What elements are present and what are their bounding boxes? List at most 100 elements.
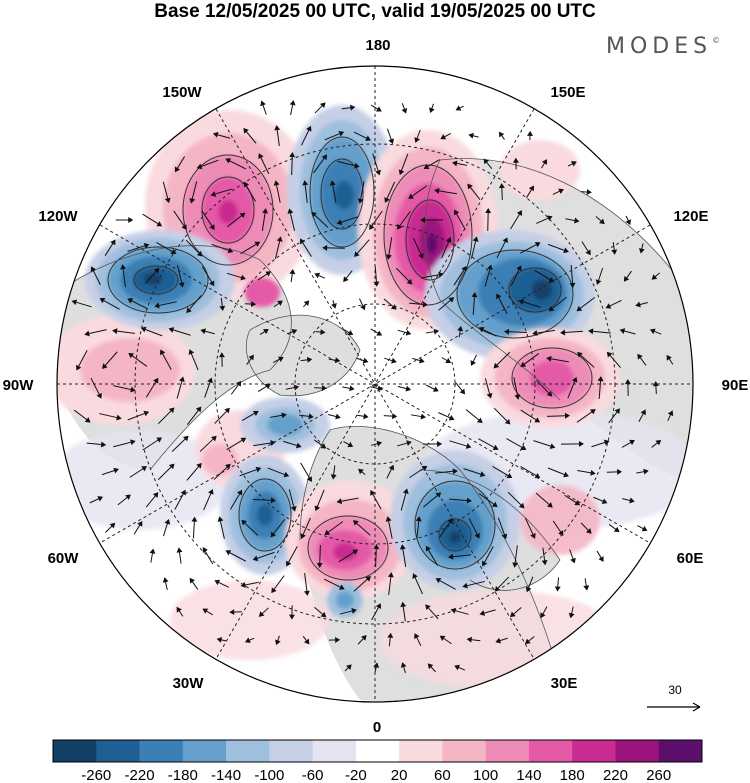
lon-label-60e: 60E: [677, 550, 704, 567]
lon-label-30w: 30W: [173, 675, 205, 692]
wind-arrow-head: [541, 559, 548, 566]
wind-arrow-head: [601, 498, 608, 504]
wind-arrow-head: [84, 417, 91, 423]
wind-arrow-head: [570, 161, 577, 167]
wind-arrow-head: [623, 275, 630, 282]
wind-arrow-head: [262, 328, 269, 335]
wind-arrow-head: [265, 271, 272, 277]
wind-arrow-head: [302, 180, 309, 186]
wind-arrow-head: [466, 497, 472, 504]
wind-arrow-head: [140, 326, 147, 333]
wind-arrow-head: [362, 357, 369, 364]
colorbar-tick-label: -140: [211, 767, 241, 783]
wind-arrow-head: [479, 471, 486, 477]
colorbar-swatch: [399, 740, 443, 762]
wind-arrow-head: [446, 236, 452, 243]
colorbar-swatch: [528, 740, 573, 762]
wind-arrow-head: [518, 299, 525, 305]
wind-arrow-head: [225, 463, 231, 470]
wind-arrow-head: [286, 560, 292, 567]
wind-arrow-head: [605, 303, 612, 309]
wind-arrow-head: [212, 131, 219, 138]
wind-arrow-head: [214, 579, 221, 586]
colorbar-tick-label: -60: [302, 767, 324, 783]
wind-arrow-head: [435, 578, 442, 584]
wind-arrow-head: [385, 254, 392, 260]
wind-arrow-head: [571, 376, 578, 383]
wind-arrow-head: [100, 441, 107, 448]
wind-arrow-head: [225, 550, 232, 556]
wind-arrow-head: [482, 560, 488, 567]
logo-text: MODES: [606, 34, 713, 59]
wind-arrow-head: [347, 441, 354, 448]
wind-arrow-head: [209, 280, 215, 287]
wind-arrow-head: [189, 577, 195, 584]
wind-arrow-head: [641, 525, 648, 532]
wind-arrow-head: [288, 614, 295, 620]
colorbar-tick-label: 260: [646, 767, 671, 783]
wind-arrow-head: [516, 210, 522, 216]
wind-arrow-head: [370, 489, 376, 496]
wind-arrow-head: [479, 610, 486, 616]
wind-arrow-head: [452, 160, 458, 167]
wind-arrow-head: [314, 505, 321, 512]
wind-arrow-head: [402, 488, 409, 495]
anomaly-field: [57, 105, 693, 690]
wind-arrow-head: [130, 439, 136, 446]
wind-arrow-head: [227, 247, 234, 254]
wind-arrow-head: [420, 413, 427, 420]
wind-arrow-head: [365, 135, 371, 141]
wind-arrow-head: [534, 242, 541, 248]
wind-arrow-head: [472, 236, 479, 242]
wind-arrow-head: [546, 390, 553, 397]
wind-arrow-head: [574, 500, 581, 506]
wind-arrow-head: [270, 440, 276, 446]
wind-arrow-head: [252, 555, 259, 562]
wind-arrow-head: [156, 221, 163, 227]
wind-arrow-head: [518, 502, 525, 509]
wind-arrow-head: [127, 298, 134, 304]
wind-arrow-head: [287, 208, 294, 214]
wind-arrow-head: [164, 197, 171, 204]
wind-arrow-head: [525, 586, 532, 593]
wind-arrow-head: [437, 440, 443, 447]
wind-arrow-head: [649, 328, 656, 335]
wind-arrow-head: [109, 522, 116, 529]
colorbar-swatch: [485, 740, 530, 762]
wind-arrow-head: [583, 585, 590, 591]
wind-arrow-head: [585, 528, 592, 534]
wind-arrow-head: [546, 355, 552, 362]
wind-arrow-head: [358, 468, 364, 475]
wind-arrow-head: [597, 376, 604, 382]
wind-arrow-head: [303, 590, 310, 596]
wind-arrow-head: [153, 267, 160, 274]
wind-arrow-head: [160, 349, 166, 356]
wind-arrow-head: [474, 532, 480, 539]
wind-arrow-head: [462, 582, 468, 589]
colorbar-swatch: [615, 740, 660, 762]
wind-arrow-head: [448, 415, 455, 421]
wind-arrow-head: [512, 157, 519, 163]
wind-arrow-head: [99, 297, 106, 304]
wind-arrow-head: [595, 279, 602, 285]
wind-arrow-head: [216, 636, 223, 643]
wind-arrow-head: [455, 105, 462, 111]
wind-arrow-head: [349, 104, 356, 111]
wind-arrow-head: [84, 330, 90, 337]
wind-arrow-head: [471, 292, 478, 298]
wind-arrow-head: [320, 329, 326, 336]
wind-arrow-head: [71, 299, 78, 306]
wind-arrow-head: [520, 361, 527, 368]
wind-arrow-head: [637, 353, 643, 360]
longitude-labels: 180 150E 120E 90E 60E 30E 0 30W 60W 90W …: [3, 37, 749, 736]
colorbar-swatch: [442, 740, 487, 762]
wind-arrow-head: [314, 272, 321, 279]
wind-arrow-head: [613, 526, 620, 533]
wind-arrow-head: [527, 130, 533, 136]
wind-arrow-head: [336, 498, 343, 505]
wind-arrow-head: [498, 131, 505, 138]
wind-vectors: [71, 100, 674, 674]
wind-arrow-head: [375, 169, 381, 176]
wind-arrow-head: [156, 437, 163, 443]
